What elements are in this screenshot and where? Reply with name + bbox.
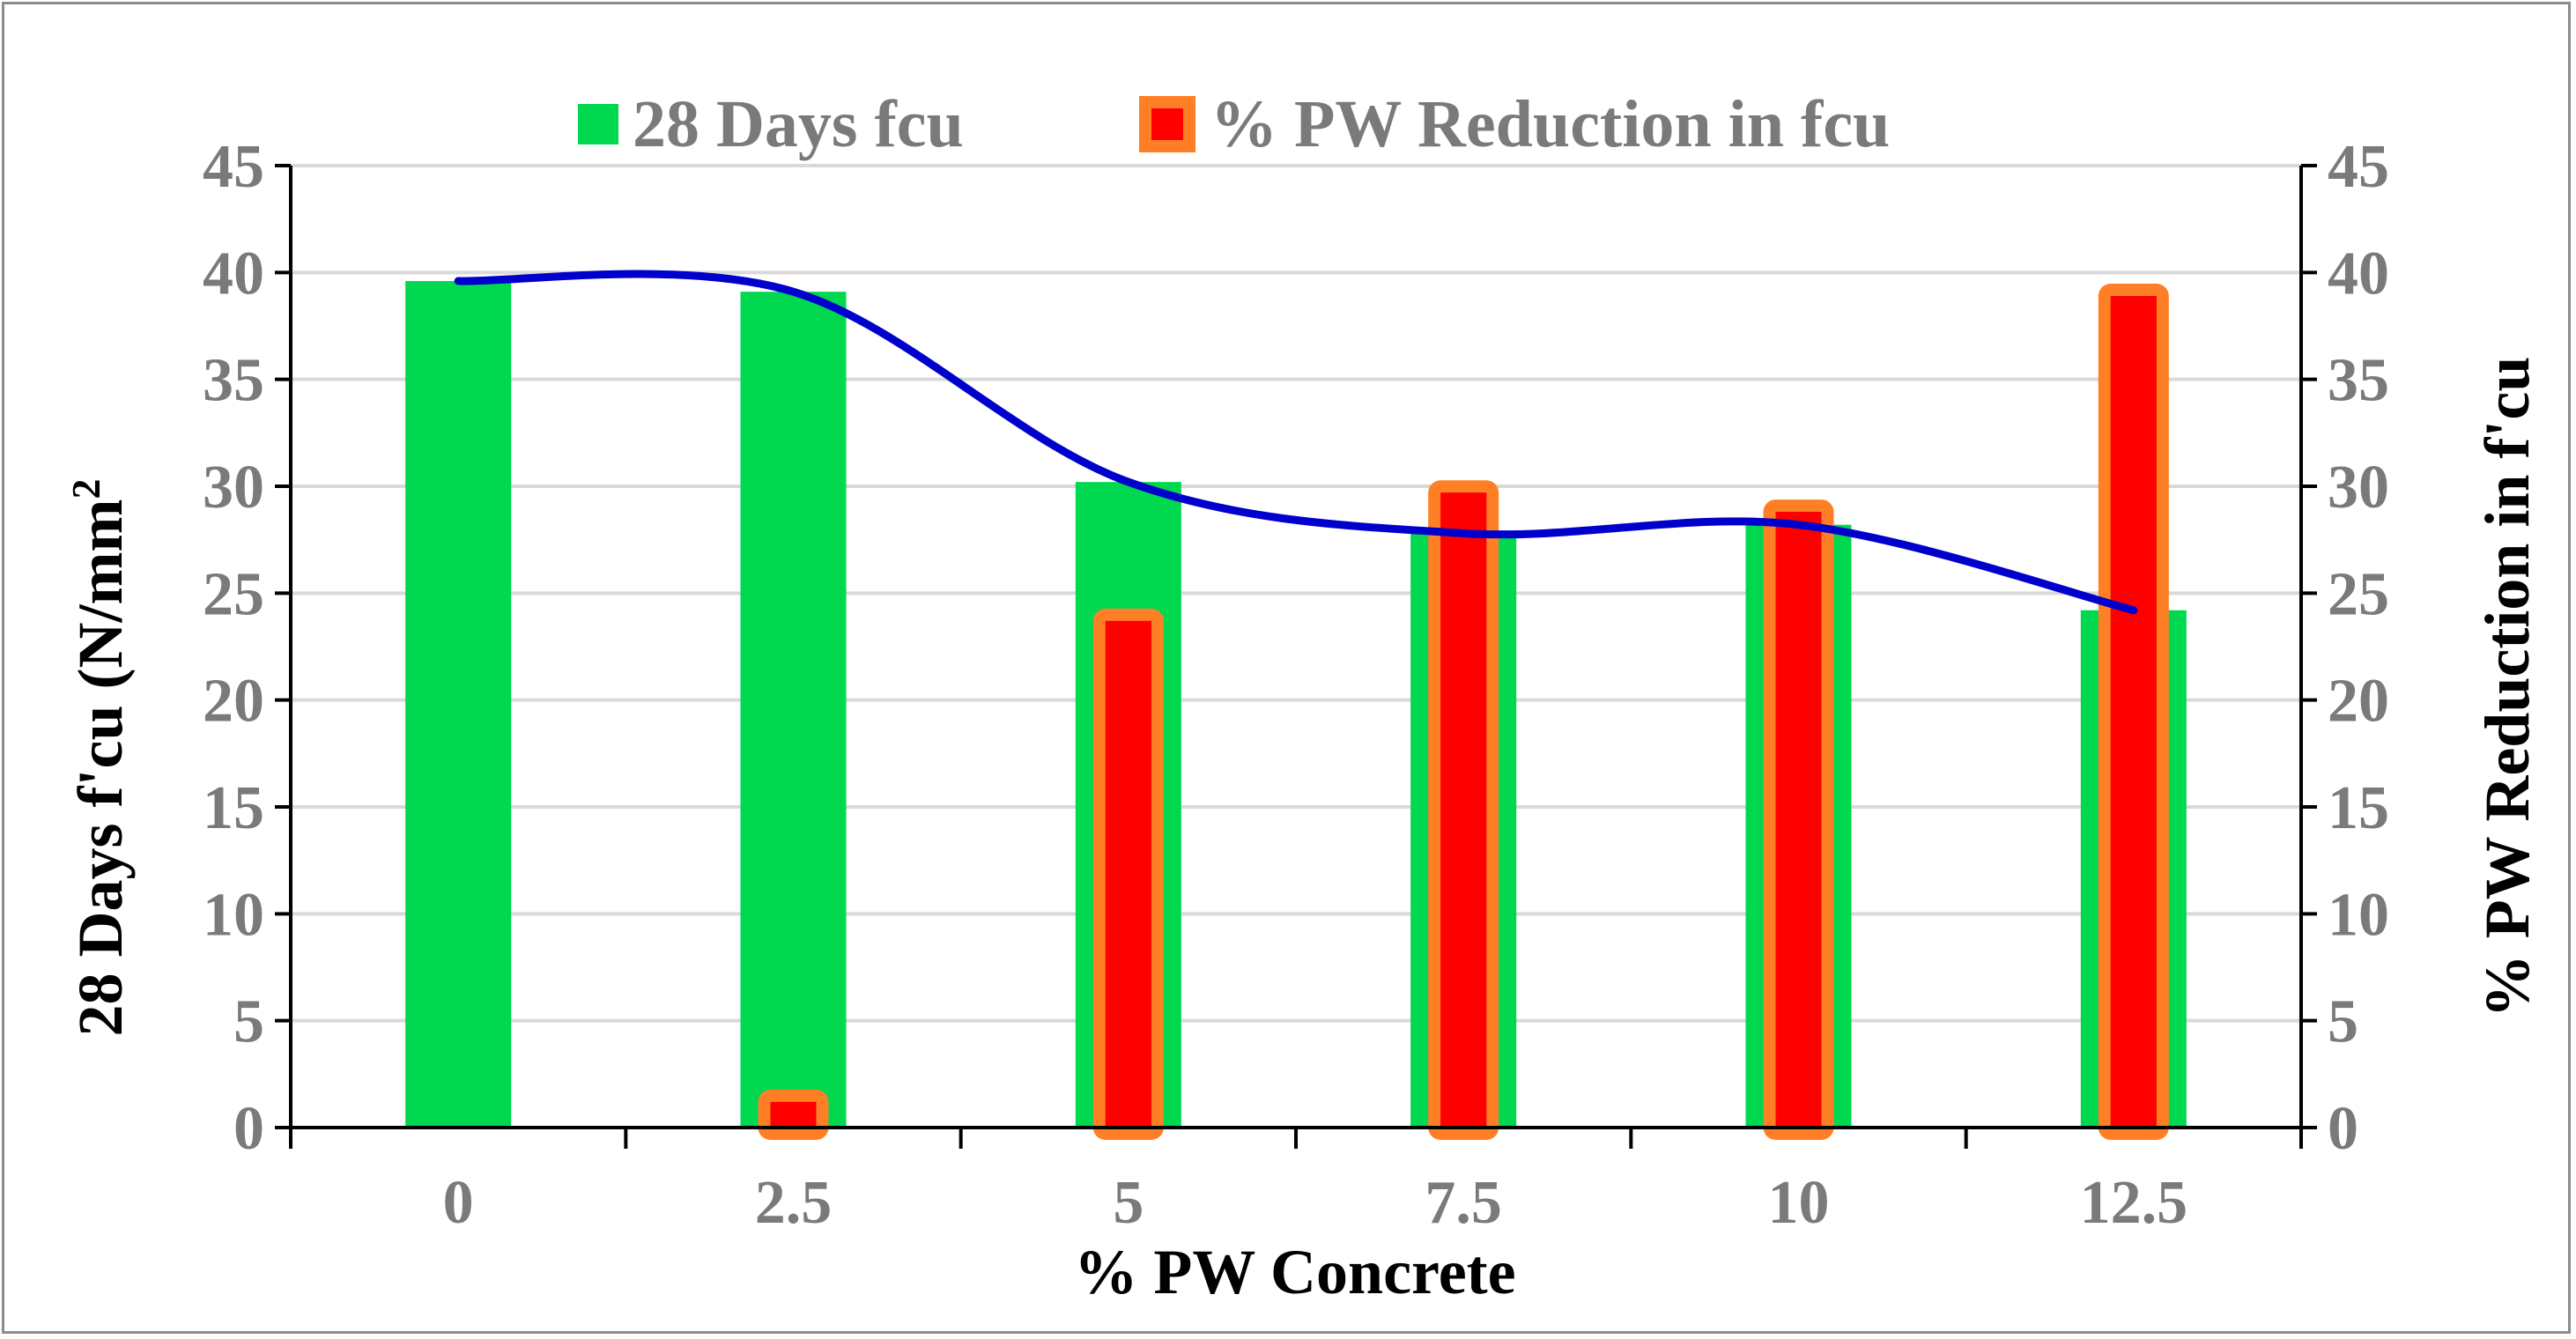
x-axis-tick-label: 2.5 bbox=[755, 1169, 833, 1237]
legend-label-fcu: 28 Days fcu bbox=[633, 87, 964, 161]
left-axis-tick-label: 40 bbox=[203, 240, 264, 307]
legend-label-reduction: % PW Reduction in fcu bbox=[1210, 87, 1890, 161]
right-axis-tick-label: 40 bbox=[2328, 240, 2389, 307]
x-axis-tick-label: 10 bbox=[1768, 1169, 1830, 1237]
y-axis-title-superscript: 2 bbox=[63, 479, 108, 499]
right-axis-tick-label: 15 bbox=[2328, 774, 2389, 842]
reduction-bar-fill bbox=[2110, 296, 2157, 1128]
x-axis-tick-label: 0 bbox=[443, 1169, 474, 1237]
x-axis-tick-label: 12.5 bbox=[2080, 1169, 2188, 1237]
fcu-bar bbox=[740, 292, 847, 1128]
left-axis-tick-label: 30 bbox=[203, 454, 264, 522]
left-axis-tick-label: 10 bbox=[203, 881, 264, 949]
y-axis-title-main: 28 Days f'cu (N/mm bbox=[65, 499, 136, 1037]
x-axis-tick-label: 5 bbox=[1113, 1169, 1144, 1237]
reduction-bars bbox=[758, 284, 2169, 1141]
trend-line bbox=[454, 270, 2138, 615]
right-axis-tick-label: 5 bbox=[2328, 988, 2358, 1056]
reduction-bar-fill bbox=[1775, 512, 1822, 1128]
left-axis-tick-label: 5 bbox=[233, 988, 264, 1056]
right-axis-tick-label: 35 bbox=[2328, 347, 2389, 415]
axes bbox=[275, 164, 2317, 1149]
x-axis-tick-labels: 0 2.5 5 7.5 10 12.5 bbox=[443, 1169, 2187, 1237]
x-axis-tick-label: 7.5 bbox=[1425, 1169, 1502, 1237]
right-axis-tick-label: 25 bbox=[2328, 560, 2389, 628]
left-axis-tick-label: 15 bbox=[203, 774, 264, 842]
right-axis-tick-label: 30 bbox=[2328, 454, 2389, 522]
left-axis-tick-label: 25 bbox=[203, 560, 264, 628]
right-axis-tick-label: 0 bbox=[2328, 1095, 2358, 1163]
y2-axis-title: % PW Reduction in f'cu bbox=[2472, 357, 2543, 1018]
right-axis-tick-label: 10 bbox=[2328, 881, 2389, 949]
reduction-bar-fill bbox=[1440, 492, 1487, 1128]
reduction-bar-fill bbox=[770, 1101, 817, 1128]
reduction-bar-fill bbox=[1105, 620, 1151, 1128]
legend: 28 Days fcu % PW Reduction in fcu bbox=[578, 87, 1890, 161]
left-axis-tick-label: 45 bbox=[203, 133, 264, 201]
x-axis-title: % PW Concrete bbox=[1074, 1237, 1515, 1307]
left-axis-tick-label: 0 bbox=[233, 1095, 264, 1163]
fcu-bar bbox=[405, 281, 512, 1128]
fcu-bars bbox=[405, 281, 2187, 1128]
legend-swatch-reduction bbox=[1139, 96, 1195, 152]
gridlines bbox=[291, 164, 2301, 1023]
right-axis-tick-label: 45 bbox=[2328, 133, 2389, 201]
left-axis-tick-labels: 0 5 10 15 20 25 30 35 40 45 bbox=[203, 133, 264, 1163]
legend-swatch-fcu bbox=[578, 104, 618, 144]
y-axis-title: 28 Days f'cu (N/mm2 bbox=[63, 479, 137, 1037]
left-axis-tick-label: 20 bbox=[203, 668, 264, 736]
left-axis-tick-label: 35 bbox=[203, 347, 264, 415]
right-axis-tick-labels: 0 5 10 15 20 25 30 35 40 45 bbox=[2328, 133, 2389, 1163]
right-axis-tick-label: 20 bbox=[2328, 668, 2389, 736]
